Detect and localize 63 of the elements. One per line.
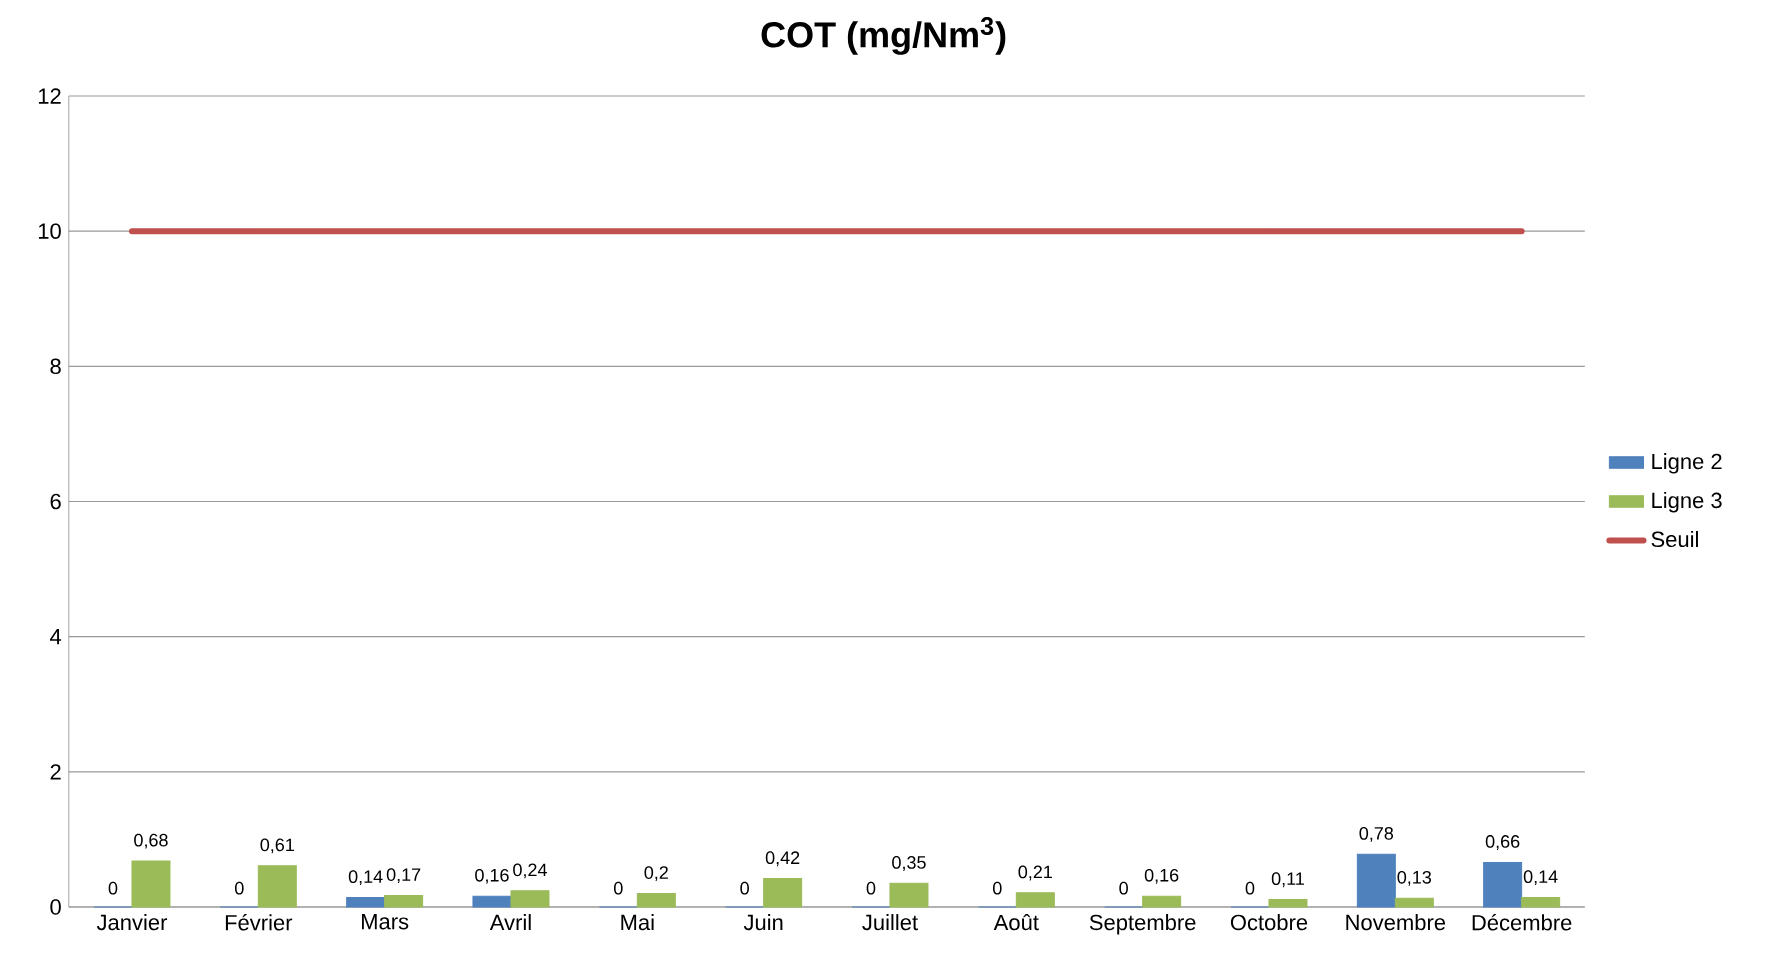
data-label: 0 — [740, 881, 749, 895]
chart-title: COT (mg/Nm$^{3}$) — [761, 17, 1006, 55]
x-tick-label: Octobre — [1230, 914, 1308, 931]
data-label: 0,14 — [348, 870, 383, 886]
bar — [1483, 861, 1523, 908]
data-label: 0 — [108, 881, 118, 895]
data-label: 0 — [1245, 881, 1255, 895]
x-tick-label: Mars — [362, 914, 409, 930]
bar — [1142, 895, 1182, 908]
bar — [1268, 899, 1308, 908]
data-label: 0 — [234, 881, 244, 895]
data-label: 0,13 — [1397, 870, 1432, 886]
data-label: 0,78 — [1359, 826, 1394, 842]
x-tick-label: Septembre — [1089, 914, 1196, 935]
y-tick-label: 10 — [38, 223, 61, 239]
data-label: 0,14 — [1523, 870, 1558, 886]
bar — [384, 895, 424, 908]
y-tick-label: 2 — [50, 764, 61, 780]
y-tick-label: 4 — [50, 629, 62, 645]
bar — [510, 890, 550, 908]
data-label: 0,68 — [134, 833, 168, 849]
y-tick-label: 0 — [50, 899, 61, 915]
bar — [257, 865, 297, 908]
data-label: 0,2 — [644, 866, 668, 882]
data-label: 0,17 — [386, 868, 421, 884]
x-tick-label: Avril — [489, 914, 531, 930]
legend-label: Seuil — [1651, 530, 1698, 548]
bar — [1356, 853, 1396, 908]
x-tick-label: Juillet — [862, 914, 918, 931]
bar — [1015, 892, 1055, 908]
data-label: 0,16 — [1144, 868, 1179, 884]
data-label: 0 — [613, 881, 623, 895]
x-tick-label: Février — [225, 914, 293, 931]
bar — [472, 895, 512, 908]
x-tick-label: Juin — [743, 914, 783, 931]
data-label: 0,16 — [475, 868, 509, 884]
bar — [1521, 897, 1561, 908]
data-label: 0,66 — [1485, 835, 1520, 850]
data-label: 0,11 — [1271, 872, 1304, 888]
x-tick-label: Décembre — [1472, 914, 1572, 931]
data-label: 0 — [866, 881, 876, 895]
bar — [636, 892, 676, 908]
bar — [346, 897, 386, 908]
y-tick-label: 8 — [50, 358, 61, 375]
data-label: 0,24 — [513, 863, 547, 879]
legend-label: Ligne 2 — [1652, 453, 1722, 474]
y-tick-label: 6 — [50, 493, 61, 510]
x-tick-label: Mai — [621, 914, 654, 931]
legend-label: Ligne 3 — [1652, 492, 1722, 513]
bar — [889, 882, 929, 908]
data-label: 0,42 — [765, 851, 800, 867]
y-tick-label: 12 — [38, 88, 61, 104]
data-label: 0,35 — [892, 856, 926, 871]
x-tick-label: Août — [993, 914, 1039, 931]
bar — [1394, 897, 1434, 908]
bar — [763, 878, 803, 908]
bar — [131, 860, 171, 908]
data-label: 0,21 — [1018, 865, 1052, 881]
data-label: 0,61 — [260, 838, 294, 854]
x-tick-label: Novembre — [1346, 914, 1446, 931]
x-tick-label: Janvier — [96, 914, 168, 931]
data-label: 0 — [993, 881, 1002, 895]
data-label: 0 — [1119, 881, 1128, 895]
